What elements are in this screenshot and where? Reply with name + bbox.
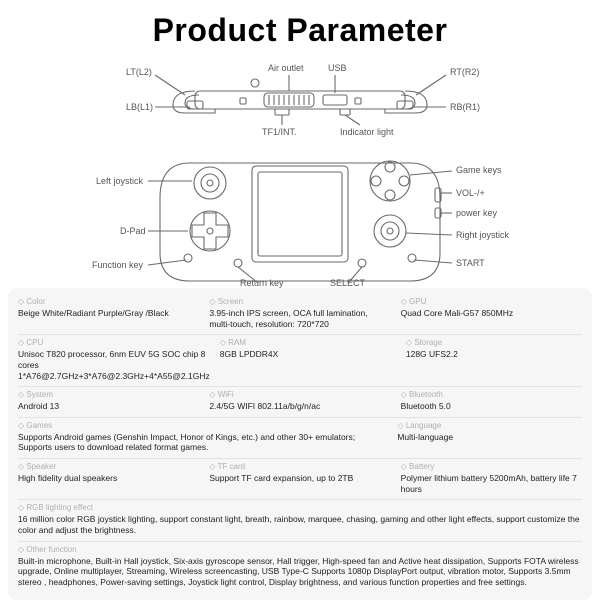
spec-cell-other: Other function Built-in microphone, Buil… [18, 545, 582, 588]
label-air: Air outlet [268, 63, 304, 73]
label-power: power key [456, 208, 498, 218]
spec-label: Battery [401, 462, 582, 472]
spec-cell-storage: Storage 128G UFS2.2 [406, 338, 582, 381]
spec-row: Speaker High fidelity dual speakers TF c… [18, 459, 582, 500]
spec-cell-bluetooth: Bluetooth Bluetooth 5.0 [401, 390, 582, 412]
spec-label: Color [18, 297, 199, 307]
spec-value: Supports Android games (Genshin Impact, … [18, 432, 387, 453]
page-title: Product Parameter [0, 0, 600, 53]
spec-value: 8GB LPDDR4X [220, 349, 396, 360]
front-view: Left joystick D-Pad Function key Return … [92, 161, 510, 288]
spec-label: TF card [209, 462, 390, 472]
label-start: START [456, 258, 485, 268]
spec-label: RGB lighting effect [18, 503, 582, 513]
spec-cell-screen: Screen 3.95-inch IPS screen, OCA full la… [209, 297, 390, 329]
spec-value: Bluetooth 5.0 [401, 401, 582, 412]
spec-value: Support TF card expansion, up to 2TB [209, 473, 390, 484]
spec-cell-tfcard: TF card Support TF card expansion, up to… [209, 462, 390, 494]
spec-cell-rgb: RGB lighting effect 16 million color RGB… [18, 503, 582, 535]
product-diagram: LT(L2) LB(L1) Air outlet USB RT(R2) RB(R… [0, 53, 600, 288]
spec-cell-cpu: CPU Unisoc T820 processor, 6nm EUV 5G SO… [18, 338, 210, 381]
spec-label: Storage [406, 338, 582, 348]
label-dpad: D-Pad [120, 226, 146, 236]
spec-row: System Android 13 WiFi 2.4/5G WIFI 802.1… [18, 387, 582, 418]
label-usb: USB [328, 63, 347, 73]
label-rt: RT(R2) [450, 67, 479, 77]
label-vol: VOL-/+ [456, 188, 485, 198]
label-game-keys: Game keys [456, 165, 502, 175]
spec-label: Bluetooth [401, 390, 582, 400]
spec-value: Quad Core Mali-G57 850MHz [401, 308, 582, 319]
spec-label: Games [18, 421, 387, 431]
spec-cell-speaker: Speaker High fidelity dual speakers [18, 462, 199, 494]
spec-value: 16 million color RGB joystick lighting, … [18, 514, 582, 535]
diagram-svg: LT(L2) LB(L1) Air outlet USB RT(R2) RB(R… [40, 53, 560, 288]
spec-cell-battery: Battery Polymer lithium battery 5200mAh,… [401, 462, 582, 494]
spec-value: Android 13 [18, 401, 199, 412]
spec-value: 3.95-inch IPS screen, OCA full laminatio… [209, 308, 390, 329]
spec-value: Unisoc T820 processor, 6nm EUV 5G SOC ch… [18, 349, 210, 381]
spec-value: Beige White/Radiant Purple/Gray /Black [18, 308, 199, 319]
spec-cell-system: System Android 13 [18, 390, 199, 412]
spec-label: Speaker [18, 462, 199, 472]
spec-cell-ram: RAM 8GB LPDDR4X [220, 338, 396, 381]
spec-row: Color Beige White/Radiant Purple/Gray /B… [18, 294, 582, 335]
label-left-joystick: Left joystick [96, 176, 144, 186]
label-right-joystick: Right joystick [456, 230, 510, 240]
label-function-key: Function key [92, 260, 144, 270]
spec-label: Other function [18, 545, 582, 555]
label-select: SELECT [330, 278, 366, 288]
top-view: LT(L2) LB(L1) Air outlet USB RT(R2) RB(R… [126, 63, 480, 137]
spec-value: Built-in microphone, Built-in Hall joyst… [18, 556, 582, 588]
label-tf: TF1/INT. [262, 127, 297, 137]
spec-table: Color Beige White/Radiant Purple/Gray /B… [8, 288, 592, 600]
spec-row: RGB lighting effect 16 million color RGB… [18, 500, 582, 541]
label-indicator: Indicator light [340, 127, 394, 137]
spec-cell-wifi: WiFi 2.4/5G WIFI 802.11a/b/g/n/ac [209, 390, 390, 412]
page: Product Parameter [0, 0, 600, 600]
spec-label: RAM [220, 338, 396, 348]
spec-label: System [18, 390, 199, 400]
spec-row: CPU Unisoc T820 processor, 6nm EUV 5G SO… [18, 335, 582, 387]
spec-label: Language [397, 421, 582, 431]
spec-value: High fidelity dual speakers [18, 473, 199, 484]
spec-cell-gpu: GPU Quad Core Mali-G57 850MHz [401, 297, 582, 329]
spec-value: Multi-language [397, 432, 582, 443]
spec-row: Other function Built-in microphone, Buil… [18, 542, 582, 593]
label-lb: LB(L1) [126, 102, 153, 112]
spec-label: WiFi [209, 390, 390, 400]
spec-label: GPU [401, 297, 582, 307]
spec-value: 2.4/5G WIFI 802.11a/b/g/n/ac [209, 401, 390, 412]
spec-cell-games: Games Supports Android games (Genshin Im… [18, 421, 387, 453]
spec-label: Screen [209, 297, 390, 307]
label-rb: RB(R1) [450, 102, 480, 112]
spec-cell-color: Color Beige White/Radiant Purple/Gray /B… [18, 297, 199, 329]
spec-value: Polymer lithium battery 5200mAh, battery… [401, 473, 582, 494]
spec-label: CPU [18, 338, 210, 348]
spec-value: 128G UFS2.2 [406, 349, 582, 360]
spec-row: Games Supports Android games (Genshin Im… [18, 418, 582, 459]
label-lt: LT(L2) [126, 67, 152, 77]
spec-cell-language: Language Multi-language [397, 421, 582, 453]
label-return-key: Return key [240, 278, 284, 288]
